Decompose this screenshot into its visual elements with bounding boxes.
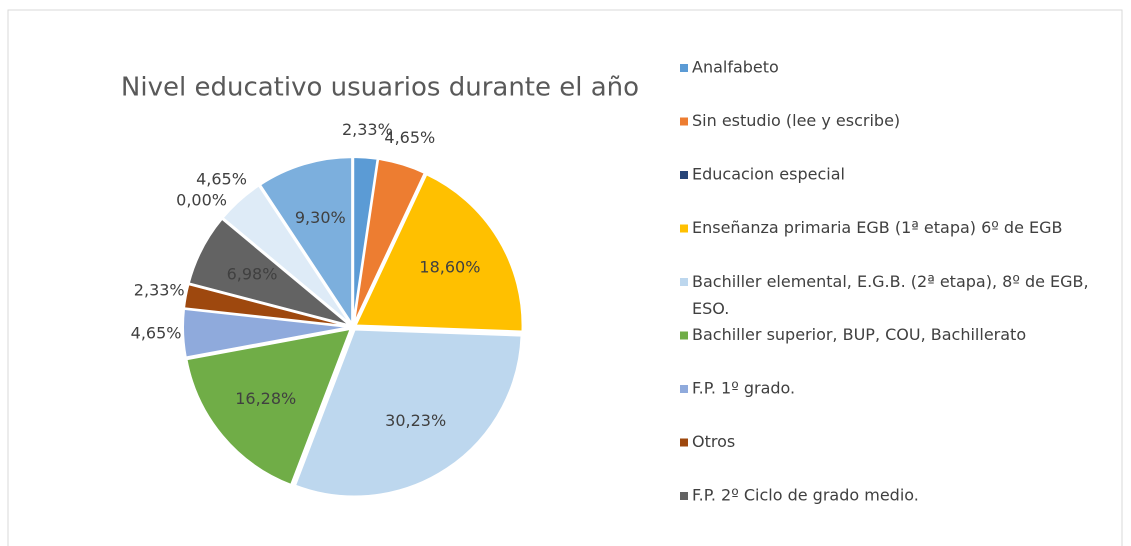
legend-label: F.P. 1º grado. <box>692 379 795 398</box>
data-label: 9,30% <box>295 208 346 227</box>
data-label: 2,33% <box>342 120 393 139</box>
legend-label: Bachiller superior, BUP, COU, Bachillera… <box>692 325 1026 344</box>
legend-swatch <box>680 492 688 500</box>
data-label: 4,65% <box>384 128 435 147</box>
pie-slice <box>258 156 354 328</box>
legend-swatch <box>680 64 688 72</box>
legend-label: Educacion especial <box>692 165 845 184</box>
pie-slice <box>354 172 524 333</box>
legend-swatch <box>680 385 688 393</box>
legend-label: Analfabeto <box>692 58 779 77</box>
pie-slice <box>293 328 523 498</box>
data-label: 18,60% <box>419 257 480 276</box>
legend-swatch <box>680 278 688 286</box>
data-label: 0,00% <box>176 190 227 209</box>
legend-swatch <box>680 224 688 233</box>
legend-label: Otros <box>692 432 735 451</box>
legend-label: Sin estudio (lee y escribe) <box>692 111 900 130</box>
pie-slice <box>185 327 353 487</box>
legend-swatch <box>680 438 688 447</box>
chart-border <box>7 9 1123 546</box>
legend-label: Enseñanza primaria EGB (1ª etapa) 6º de … <box>692 218 1063 237</box>
data-label: 30,23% <box>385 411 446 430</box>
data-label: 2,33% <box>134 281 185 300</box>
pie-slice <box>221 184 352 326</box>
data-label: 6,98% <box>227 265 278 284</box>
legend-label: F.P. 2º Ciclo de grado medio. <box>692 486 919 505</box>
data-label: 4,65% <box>131 324 182 343</box>
legend-swatch <box>680 331 688 340</box>
chart-title: Nivel educativo usuarios durante el año <box>121 73 639 103</box>
pie-slice <box>353 172 427 325</box>
legend-label: Bachiller elemental, E.G.B. (2ª etapa), … <box>692 272 1089 318</box>
data-label: 4,65% <box>196 170 247 189</box>
legend-swatch <box>680 117 688 126</box>
legend-swatch <box>680 171 688 179</box>
data-label: 16,28% <box>235 389 296 408</box>
